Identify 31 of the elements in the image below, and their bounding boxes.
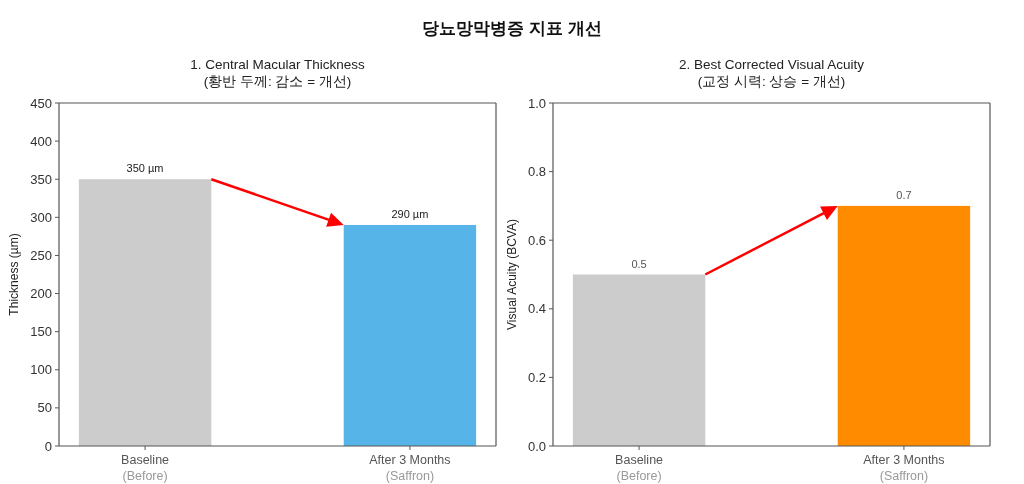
chart-title: 2. Best Corrected Visual Acuity <box>678 57 865 72</box>
y-tick-label: 0.8 <box>527 164 546 180</box>
data-label: 290 µm <box>391 207 429 220</box>
y-tick-label: 0.0 <box>527 438 546 454</box>
y-tick-label: 150 <box>30 324 52 340</box>
y-axis-title: Visual Acuity (BCVA) <box>504 219 519 330</box>
y-tick-label: 450 <box>30 95 52 111</box>
y-tick-label: 250 <box>30 247 52 263</box>
x-tick-label: After 3 Months (Saffron) <box>369 453 451 483</box>
data-label: 0.5 <box>631 257 647 270</box>
y-tick-label: 300 <box>30 209 52 225</box>
x-tick-label: After 3 Months (Saffron) <box>863 453 945 483</box>
y-tick-label: 1.0 <box>527 95 546 111</box>
y-tick-label: 200 <box>30 286 52 302</box>
chart-subtitle: (황반 두께: 감소 = 개선) <box>203 74 352 89</box>
y-tick-label: 50 <box>37 400 52 416</box>
y-tick-label: 0.2 <box>527 369 546 385</box>
chart-subtitle: (교정 시력: 상승 = 개선) <box>697 74 846 89</box>
y-tick-label: 400 <box>30 133 52 149</box>
y-axis-title: Thickness (µm) <box>7 233 22 316</box>
text: 당뇨망막병증 지표 개선 <box>422 19 602 38</box>
y-tick-label: 350 <box>30 171 52 187</box>
y-tick-label: 0 <box>44 438 52 454</box>
data-label: 350 µm <box>126 162 164 175</box>
y-tick-label: 100 <box>30 362 52 378</box>
chart-title: 1. Central Macular Thickness <box>190 57 366 72</box>
y-tick-label: 0.6 <box>527 232 546 248</box>
data-label: 0.7 <box>896 188 912 201</box>
y-tick-label: 0.4 <box>527 301 546 317</box>
x-tick-label: Baseline (Before) <box>121 453 170 483</box>
x-tick-label: Baseline (Before) <box>615 453 664 483</box>
